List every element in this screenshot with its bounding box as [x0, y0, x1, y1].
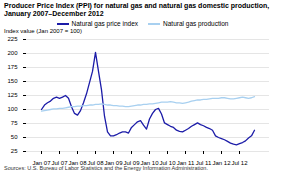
html-text:January 2007–December 2012: January 2007–December 2012	[4, 10, 104, 17]
svg-text:75: 75	[11, 120, 18, 126]
svg-text:175: 175	[7, 64, 18, 70]
html-text:Sources: U.S. Bureau of Labor: Sources: U.S. Bureau of Labor Statistics…	[4, 165, 208, 171]
svg-text:Jul 09: Jul 09	[123, 160, 140, 165]
svg-text:Jan 09: Jan 09	[104, 160, 123, 165]
html-text:Natural gas price index: Natural gas price index	[71, 20, 138, 27]
svg-text:150: 150	[7, 78, 18, 84]
svg-text:50: 50	[11, 134, 18, 140]
html-text:Index value (Jan 2007 = 100): Index value (Jan 2007 = 100)	[4, 28, 82, 34]
svg-text:Jan 07: Jan 07	[32, 160, 51, 165]
svg-text:Jul 08: Jul 08	[87, 160, 104, 165]
svg-text:Jul 11: Jul 11	[196, 160, 212, 165]
svg-text:Jan 10: Jan 10	[140, 160, 159, 165]
svg-text:Jan 11: Jan 11	[177, 160, 195, 165]
svg-text:Jul 12: Jul 12	[231, 160, 248, 165]
svg-text:100: 100	[7, 106, 18, 112]
html-text:Natural gas production: Natural gas production	[163, 20, 229, 27]
svg-text:125: 125	[7, 92, 18, 98]
svg-text:Jul 10: Jul 10	[159, 160, 176, 165]
svg-text:Jul 07: Jul 07	[51, 160, 68, 165]
html-text:Producer Price Index (PPI) for: Producer Price Index (PPI) for natural g…	[4, 2, 270, 9]
svg-text:Jan 12: Jan 12	[212, 160, 231, 165]
svg-text:225: 225	[7, 36, 18, 42]
svg-text:Jan 08: Jan 08	[68, 160, 87, 165]
svg-text:200: 200	[7, 50, 18, 56]
svg-text:25: 25	[11, 148, 18, 154]
